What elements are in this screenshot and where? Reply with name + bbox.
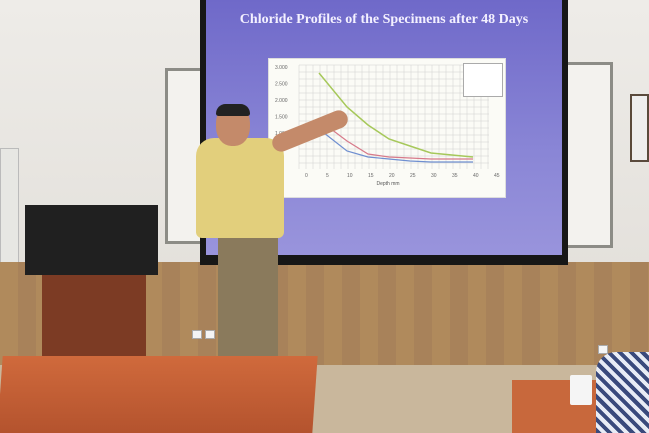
x-tick-label: 25 bbox=[410, 173, 416, 179]
desk bbox=[0, 356, 318, 433]
x-tick-label: 35 bbox=[452, 173, 458, 179]
audience-member bbox=[596, 352, 649, 433]
x-tick-label: 10 bbox=[347, 173, 353, 179]
x-tick-label: 20 bbox=[389, 173, 395, 179]
presenter-shirt bbox=[196, 138, 284, 238]
chart-legend bbox=[463, 63, 503, 97]
x-tick-label: 45 bbox=[494, 173, 500, 179]
chart-plot: 0510152025303540453.0002.5002.0001.5001.… bbox=[275, 64, 500, 179]
x-tick-label: 0 bbox=[305, 173, 308, 179]
podium bbox=[25, 205, 158, 275]
x-tick-label: 30 bbox=[431, 173, 437, 179]
series-s2 bbox=[318, 119, 473, 160]
slide-title: Chloride Profiles of the Specimens after… bbox=[239, 12, 529, 27]
y-tick-label: 2.500 bbox=[275, 82, 288, 88]
power-outlet bbox=[205, 330, 215, 339]
y-tick-label: 1.500 bbox=[275, 115, 288, 121]
podium-base bbox=[42, 275, 146, 367]
whiteboard-right bbox=[563, 62, 613, 248]
x-axis-label: Depth mm bbox=[376, 181, 400, 187]
x-tick-label: 15 bbox=[368, 173, 374, 179]
y-tick-label: 2.000 bbox=[275, 98, 288, 104]
y-tick-label: 3.000 bbox=[275, 65, 288, 71]
wall-frame bbox=[630, 94, 649, 162]
power-outlet bbox=[192, 330, 202, 339]
x-tick-label: 40 bbox=[473, 173, 479, 179]
presenter-pants bbox=[218, 232, 278, 372]
presenter-hair bbox=[216, 104, 250, 116]
series-s3 bbox=[318, 72, 474, 158]
series-s1 bbox=[318, 128, 473, 163]
power-outlet bbox=[598, 345, 608, 354]
paper-cup bbox=[570, 375, 592, 405]
x-tick-label: 5 bbox=[326, 173, 329, 179]
